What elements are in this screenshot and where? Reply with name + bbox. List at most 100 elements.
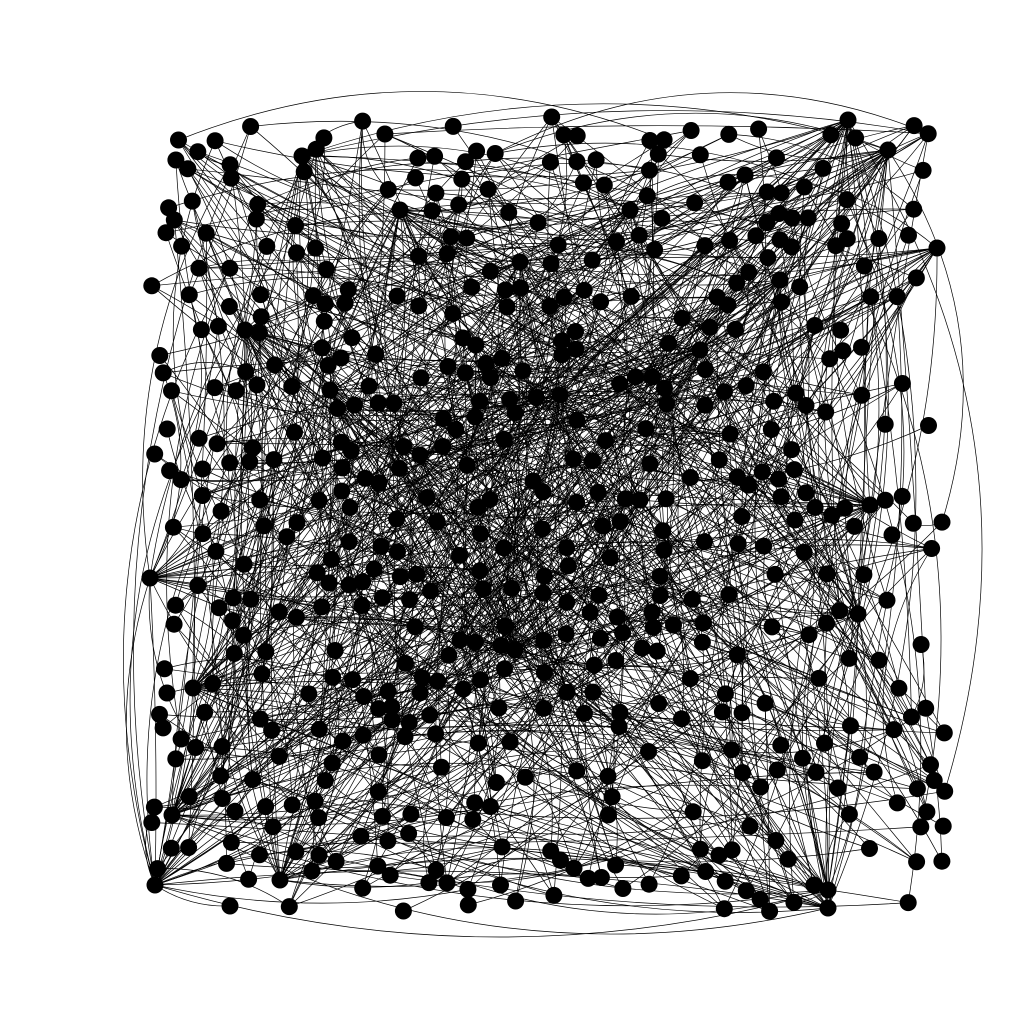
graph-node	[770, 470, 788, 488]
graph-edge	[699, 247, 938, 351]
graph-node	[492, 876, 509, 894]
graph-node	[822, 126, 840, 144]
graph-node	[696, 396, 714, 414]
graph-node	[496, 660, 513, 678]
graph-node	[559, 557, 577, 575]
graph-node	[795, 178, 813, 196]
graph-node	[870, 230, 888, 247]
graph-edge	[149, 343, 669, 579]
graph-edge	[329, 389, 888, 601]
graph-node	[240, 870, 258, 888]
graph-node	[157, 224, 175, 242]
graph-hub-node	[146, 876, 164, 894]
graph-edge	[154, 687, 194, 886]
graph-node	[332, 349, 350, 367]
graph-node	[304, 287, 322, 305]
graph-edge	[791, 449, 854, 659]
graph-edge	[296, 616, 829, 909]
graph-node	[529, 214, 547, 232]
graph-edge	[501, 265, 865, 359]
graph-edge	[442, 149, 889, 447]
graph-edge	[441, 767, 503, 848]
graph-edge	[205, 233, 389, 692]
graph-node	[734, 764, 752, 782]
graph-edge	[474, 595, 661, 803]
graph-edge	[212, 683, 231, 799]
graph-edge	[458, 204, 641, 501]
graph-edge	[163, 362, 246, 374]
graph-node	[400, 713, 418, 731]
graph-edge	[422, 677, 829, 909]
graph-node	[899, 894, 917, 912]
graph-node	[814, 159, 832, 177]
graph-node	[768, 149, 785, 167]
graph-node	[336, 294, 354, 312]
graph-edge	[435, 733, 609, 778]
graph-node	[737, 882, 755, 900]
graph-hub-node	[163, 806, 181, 824]
graph-node	[474, 580, 492, 598]
graph-node	[584, 683, 602, 701]
graph-node	[753, 463, 771, 481]
graph-node	[542, 842, 560, 860]
graph-edge	[361, 605, 829, 891]
graph-edge	[399, 133, 929, 240]
graph-node	[723, 841, 741, 859]
graph-node	[865, 763, 883, 781]
graph-edge	[741, 119, 849, 773]
graph-node	[420, 874, 438, 892]
graph-node	[212, 502, 230, 520]
graph-edge	[211, 461, 281, 881]
graph-edge	[321, 347, 706, 872]
graph-edge	[246, 150, 477, 780]
graph-node	[454, 329, 472, 347]
graph-node	[870, 651, 888, 669]
graph-node	[173, 237, 191, 255]
graph-node	[640, 743, 657, 760]
graph-edge	[319, 247, 938, 730]
graph-node	[225, 645, 243, 662]
graph-node	[490, 699, 508, 717]
graph-node	[313, 339, 331, 357]
graph-edge	[495, 92, 929, 154]
graph-node	[408, 565, 425, 583]
graph-node	[287, 608, 305, 626]
graph-node	[599, 806, 617, 824]
graph-edge	[824, 199, 905, 744]
graph-edge	[459, 459, 574, 641]
graph-node	[527, 389, 545, 407]
graph-node	[310, 809, 328, 827]
graph-edge	[192, 495, 214, 689]
graph-node	[427, 861, 445, 879]
graph-edge	[490, 116, 553, 378]
graph-edge	[764, 703, 770, 912]
graph-node	[316, 295, 334, 313]
graph-node	[557, 625, 575, 643]
graph-node	[501, 733, 519, 751]
graph-edge	[504, 349, 701, 669]
graph-edge	[154, 296, 632, 886]
graph-node	[463, 278, 481, 296]
graph-edge	[409, 199, 847, 600]
graph-node	[242, 118, 260, 135]
graph-node	[286, 423, 303, 441]
graph-node	[543, 108, 561, 126]
graph-node	[248, 376, 266, 394]
graph-node	[221, 156, 239, 174]
graph-node	[767, 832, 785, 849]
graph-edge	[149, 577, 280, 757]
graph-node	[853, 386, 871, 404]
graph-edge	[399, 209, 718, 299]
graph-node	[750, 120, 768, 138]
graph-node	[190, 429, 208, 447]
graph-node	[905, 117, 923, 135]
graph-node	[630, 226, 648, 244]
graph-node	[172, 730, 190, 748]
graph-edge	[495, 142, 909, 236]
graph-edge	[174, 119, 849, 237]
graph-node	[496, 281, 514, 299]
graph-edge	[648, 388, 703, 643]
graph-edge	[192, 246, 268, 689]
graph-node	[354, 112, 372, 130]
graph-node	[397, 654, 414, 672]
